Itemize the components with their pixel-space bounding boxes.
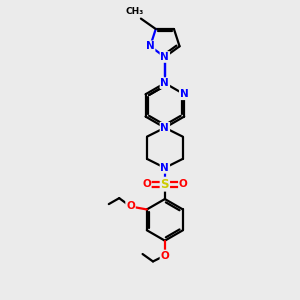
Text: N: N	[160, 123, 169, 133]
Text: N: N	[180, 89, 188, 99]
Text: N: N	[146, 41, 154, 51]
Text: O: O	[179, 179, 188, 189]
Text: N: N	[160, 52, 169, 62]
Text: O: O	[160, 250, 169, 260]
Text: S: S	[160, 178, 169, 191]
Text: O: O	[142, 179, 151, 189]
Text: N: N	[160, 163, 169, 173]
Text: O: O	[126, 202, 135, 212]
Text: CH₃: CH₃	[125, 7, 143, 16]
Text: N: N	[160, 78, 169, 88]
